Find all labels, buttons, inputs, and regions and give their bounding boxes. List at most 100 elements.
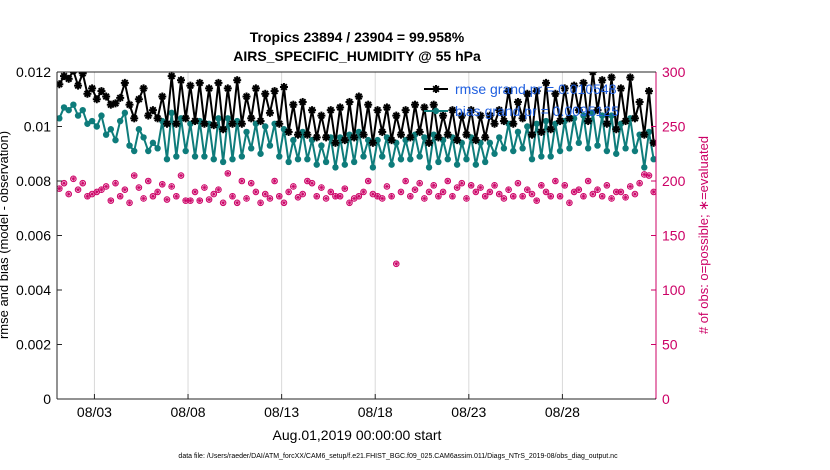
bias-point xyxy=(98,112,105,119)
obs-count-point xyxy=(121,186,129,194)
obs-count-point xyxy=(299,190,306,198)
rmse-point xyxy=(88,84,97,93)
bias-point xyxy=(65,106,72,114)
obs-count-point xyxy=(210,190,218,198)
obs-count-point xyxy=(603,182,611,189)
bias-point xyxy=(580,112,587,119)
obs-count-point xyxy=(552,177,559,185)
rmse-point xyxy=(209,121,218,130)
rmse-point xyxy=(74,81,83,90)
bias-point xyxy=(524,123,531,130)
obs-count-point xyxy=(154,188,161,196)
rmse-point xyxy=(172,119,181,128)
bias-point xyxy=(552,120,559,127)
rmse-point xyxy=(237,119,246,128)
obs-count-point xyxy=(584,177,592,185)
rmse-point xyxy=(219,125,228,134)
rmse-point xyxy=(289,100,298,109)
x-tick-label: 08/03 xyxy=(77,404,112,420)
obs-count-point xyxy=(201,184,208,191)
obs-count-point xyxy=(191,188,199,196)
obs-count-point xyxy=(70,175,77,183)
bias-point xyxy=(430,131,437,138)
y-right-tick-label: 150 xyxy=(662,228,686,244)
obs-count-point xyxy=(463,195,470,202)
bias-point xyxy=(93,123,100,130)
obs-count-point xyxy=(107,197,115,204)
bias-point xyxy=(477,139,484,147)
rmse-point xyxy=(340,136,349,145)
bias-point xyxy=(486,139,494,147)
bias-point xyxy=(575,139,582,147)
rmse-point xyxy=(130,114,139,123)
bias-point xyxy=(584,145,592,152)
rmse-point xyxy=(565,114,574,123)
obs-count-point xyxy=(383,183,391,190)
obs-count-point xyxy=(168,183,175,190)
obs-count-point xyxy=(215,186,222,194)
bias-point xyxy=(322,158,330,166)
obs-count-point xyxy=(392,260,400,268)
obs-count-point xyxy=(177,172,185,179)
rmse-point xyxy=(373,106,382,115)
chart-title: Tropics 23894 / 23904 = 99.958% xyxy=(250,29,465,45)
bias-point xyxy=(393,139,400,147)
obs-count-point xyxy=(57,185,63,192)
rmse-point xyxy=(415,127,424,136)
rmse-point xyxy=(322,133,331,142)
rmse-point xyxy=(471,136,480,145)
rmse-point xyxy=(495,106,504,115)
rmse-point xyxy=(602,119,611,128)
rmse-point xyxy=(256,117,265,126)
rmse-point xyxy=(64,74,73,83)
legend-marker xyxy=(432,85,440,93)
obs-count-point xyxy=(233,199,241,207)
series-obs-count xyxy=(57,170,656,399)
y-axis-left-label: rmse and bias (model - observation) xyxy=(0,131,11,339)
x-tick-label: 08/13 xyxy=(264,404,299,420)
obs-count-point xyxy=(280,199,288,207)
obs-count-point xyxy=(641,171,648,178)
rmse-point xyxy=(303,130,312,139)
bias-point xyxy=(154,145,161,152)
bias-point xyxy=(140,134,147,141)
bias-point xyxy=(177,115,185,122)
rmse-point xyxy=(593,106,602,115)
rmse-point xyxy=(69,72,77,75)
bias-point xyxy=(294,156,302,163)
bias-point xyxy=(215,115,222,122)
obs-count-point xyxy=(594,186,601,194)
legend-entry-rmse: rmse grand pr = 0.010548 xyxy=(424,81,617,97)
y-right-tick-label: 50 xyxy=(662,337,678,353)
bias-point xyxy=(196,117,203,125)
bias-point xyxy=(350,158,358,166)
rmse-point xyxy=(251,84,260,93)
obs-count-point xyxy=(608,195,615,202)
bias-point xyxy=(84,120,91,127)
y-left-tick-label: 0.008 xyxy=(16,173,51,189)
obs-count-point xyxy=(102,183,110,190)
rmse-point xyxy=(630,114,639,123)
bias-point xyxy=(229,156,236,163)
x-axis-ticks: 08/03 08/08 08/13 08/18 08/23 08/28 xyxy=(77,394,580,420)
obs-count-point xyxy=(360,188,367,196)
obs-count-point xyxy=(449,192,456,200)
obs-count-point xyxy=(509,192,517,200)
rmse-point xyxy=(537,127,546,136)
rmse-point xyxy=(546,125,555,134)
bias-point xyxy=(496,134,503,141)
obs-count-point xyxy=(173,192,180,200)
obs-count-point xyxy=(313,192,321,200)
rmse-point xyxy=(167,72,176,81)
bias-point xyxy=(219,158,227,166)
rmse-point xyxy=(410,100,419,109)
rmse-point xyxy=(453,136,462,145)
obs-count-point xyxy=(224,170,232,177)
series-rmse xyxy=(57,72,656,147)
bias-point xyxy=(271,120,278,127)
rmse-point xyxy=(205,84,214,93)
data-file-footer: data file: /Users/raeder/DAI/ATM_forcXX/… xyxy=(178,453,618,460)
bias-point xyxy=(131,147,138,155)
rmse-point xyxy=(574,106,583,115)
